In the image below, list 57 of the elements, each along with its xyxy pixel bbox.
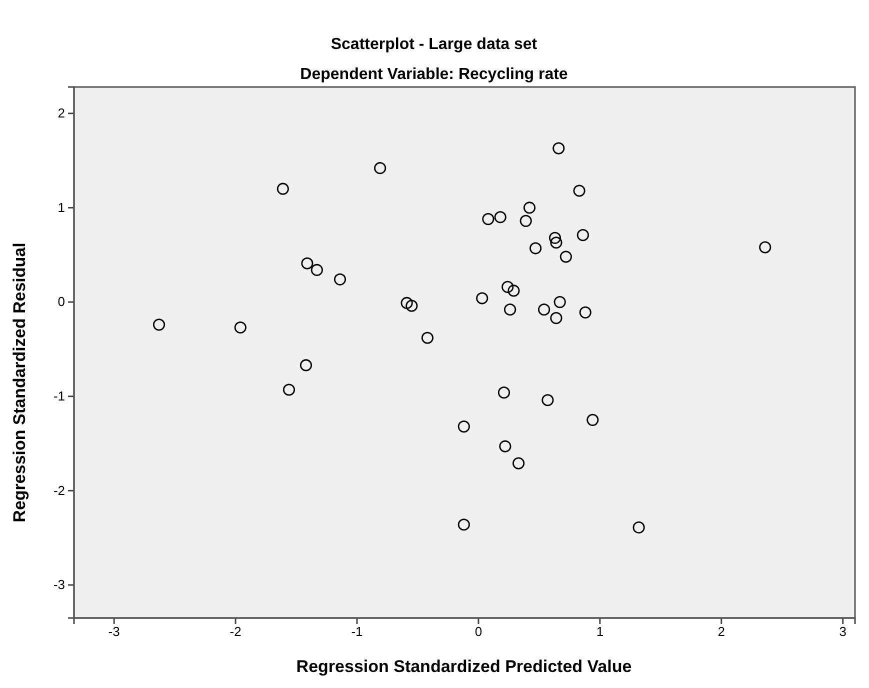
point — [554, 296, 566, 308]
point — [334, 273, 346, 286]
point — [282, 384, 296, 396]
point — [550, 236, 562, 249]
point — [301, 257, 314, 270]
point — [538, 304, 550, 316]
point — [576, 229, 589, 242]
point — [504, 304, 516, 316]
x-tick-label: -3 — [108, 624, 120, 640]
point — [530, 242, 542, 254]
point — [400, 296, 413, 310]
point — [499, 440, 512, 452]
x-tick-label: -2 — [230, 624, 242, 640]
chart-title: Scatterplot - Large data set — [330, 36, 538, 53]
point — [300, 359, 312, 372]
x-axis-title: Regression Standardized Predicted Value — [296, 657, 632, 676]
y-tick-label: 0 — [58, 294, 65, 310]
y-axis-title: Regression Standardized Residual — [10, 242, 29, 522]
point — [498, 386, 510, 399]
y-tick-label: -3 — [53, 577, 65, 592]
point — [458, 518, 470, 531]
point — [548, 232, 562, 244]
point — [502, 280, 514, 293]
y-tick-label: 2 — [58, 106, 65, 121]
point — [560, 250, 572, 263]
point — [552, 142, 565, 154]
point — [494, 211, 506, 224]
point — [573, 184, 586, 197]
point — [579, 306, 592, 318]
point — [550, 312, 562, 324]
chart-subtitle: Dependent Variable: Recycling rate — [300, 66, 568, 83]
point — [458, 420, 470, 433]
point — [310, 264, 323, 276]
point — [512, 457, 525, 470]
point — [374, 162, 386, 174]
point — [759, 241, 772, 254]
point — [421, 332, 434, 344]
point — [482, 213, 494, 226]
y-tick-label: -2 — [53, 482, 65, 498]
point — [476, 292, 488, 304]
y-tick-label: -1 — [53, 388, 65, 404]
x-tick-label: 2 — [718, 624, 726, 640]
point — [234, 321, 246, 334]
point — [406, 300, 418, 312]
point — [276, 182, 289, 195]
point — [632, 521, 645, 534]
x-tick-label: 3 — [839, 624, 846, 640]
y-tick-label: 1 — [58, 200, 65, 215]
point — [520, 214, 532, 227]
point — [508, 284, 520, 297]
x-tick-label: 0 — [474, 624, 482, 640]
point — [586, 414, 599, 426]
point — [542, 394, 554, 406]
x-tick-label: 1 — [596, 624, 604, 640]
point — [152, 318, 166, 331]
point — [523, 202, 536, 214]
x-tick-label: -1 — [351, 624, 363, 640]
